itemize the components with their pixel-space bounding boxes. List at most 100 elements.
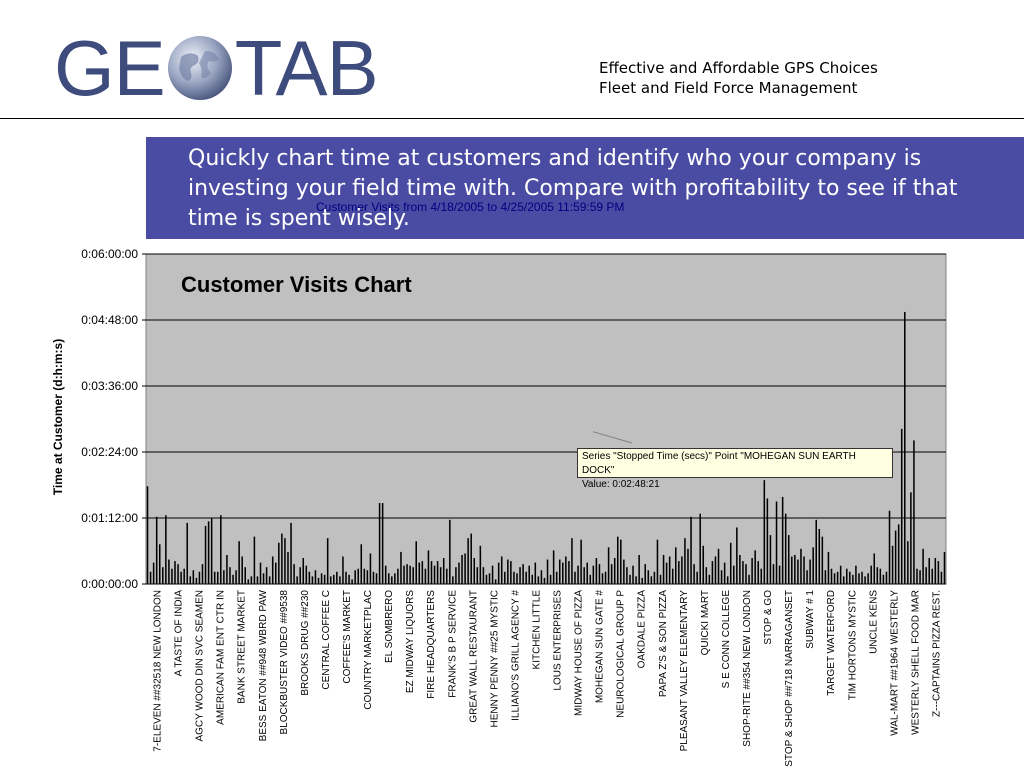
bar xyxy=(681,556,683,584)
bar xyxy=(232,574,234,584)
bar xyxy=(665,562,668,584)
bar xyxy=(476,567,479,584)
logo-text-right: TAB xyxy=(234,24,379,112)
bar xyxy=(937,561,940,584)
bar xyxy=(742,561,744,584)
bar xyxy=(436,561,439,584)
bar xyxy=(558,559,561,584)
bar xyxy=(229,567,231,584)
bar xyxy=(284,538,286,584)
bar xyxy=(522,564,524,584)
x-tick-label: WAL-MART ##1964 WESTERLY xyxy=(889,590,900,736)
bar xyxy=(452,576,454,584)
bar xyxy=(400,551,402,584)
bar xyxy=(256,576,259,584)
y-tick-label: 0:06:00:00 xyxy=(81,247,138,261)
bar xyxy=(525,571,527,584)
bar xyxy=(165,515,167,584)
x-tick-label: OAKDALE PIZZA xyxy=(637,590,648,669)
bar xyxy=(333,574,335,584)
bar xyxy=(797,559,799,584)
x-tick-label: BLOCKBUSTER VIDEO ##9538 xyxy=(279,590,290,735)
bar xyxy=(540,570,543,584)
bar xyxy=(739,554,741,584)
bar xyxy=(626,567,628,584)
x-tick-label: PLEASANT VALLEY ELEMENTARY xyxy=(679,590,690,752)
bar xyxy=(372,571,375,584)
bar xyxy=(531,574,534,584)
bar xyxy=(775,501,778,584)
bar xyxy=(381,503,384,584)
bar xyxy=(326,538,329,584)
bar xyxy=(311,576,314,584)
bar xyxy=(470,533,472,584)
bar xyxy=(751,558,753,584)
x-tick-label: WESTERLY SHELL FOOD MAR xyxy=(910,590,921,735)
bar xyxy=(812,547,814,584)
bar xyxy=(442,558,445,584)
bar xyxy=(180,571,182,584)
bar xyxy=(223,570,225,584)
bar xyxy=(867,573,869,584)
bar xyxy=(913,440,915,584)
plot-background xyxy=(145,253,947,585)
bar xyxy=(678,561,680,584)
bar xyxy=(824,570,827,584)
bar xyxy=(189,576,192,584)
bar xyxy=(369,553,372,584)
bar xyxy=(253,536,256,584)
bar xyxy=(247,579,250,584)
bar xyxy=(791,556,793,584)
bar xyxy=(745,564,747,584)
bar xyxy=(406,564,408,584)
chart-title: Customer Visits from 4/18/2005 to 4/25/2… xyxy=(316,200,625,214)
tagline: Effective and Affordable GPS Choices Fle… xyxy=(599,58,878,98)
bar xyxy=(882,574,885,584)
bar xyxy=(888,510,891,584)
bar xyxy=(641,577,643,584)
bar xyxy=(226,554,228,584)
bar xyxy=(907,541,909,584)
bar xyxy=(858,573,860,584)
x-tick-label: UNCLE KENS xyxy=(868,590,879,654)
bar xyxy=(519,567,521,584)
data-point-tooltip: Series "Stopped Time (secs)" Point "MOHE… xyxy=(577,448,893,490)
bar xyxy=(513,571,515,584)
x-tick-label: AGCY WOOD DIN SVC SEAMEN xyxy=(195,590,206,742)
bar xyxy=(238,541,240,584)
bar xyxy=(632,565,634,584)
bar xyxy=(391,576,393,584)
bar xyxy=(348,574,350,584)
bar xyxy=(733,565,735,584)
x-tick-label: COUNTRY MARKETPLAC xyxy=(363,590,374,710)
y-tick-label: 0:04:48:00 xyxy=(81,313,138,327)
bar xyxy=(647,570,650,584)
bar xyxy=(855,565,857,584)
bar xyxy=(302,558,305,584)
bar xyxy=(210,518,213,584)
x-tick-label: SHOP-RITE ##354 NEW LONDON xyxy=(742,590,753,747)
bar xyxy=(794,554,796,584)
bar xyxy=(687,548,689,584)
y-tick-label: 0:02:24:00 xyxy=(81,445,138,459)
bar xyxy=(586,562,588,584)
bar xyxy=(870,565,872,584)
y-tick-label: 0:00:00:00 xyxy=(81,577,138,591)
bar xyxy=(494,579,497,584)
bar xyxy=(693,564,695,584)
x-tick-label: PAPA Z'S & SON PIZZA xyxy=(658,590,669,697)
bar xyxy=(781,496,784,584)
bar xyxy=(919,570,921,584)
bar xyxy=(684,538,686,584)
bar xyxy=(842,576,845,584)
bar xyxy=(616,536,619,584)
x-tick-label: COFFEE'S MARKET xyxy=(342,590,353,684)
bar xyxy=(259,562,262,584)
bar xyxy=(784,513,787,584)
header-divider xyxy=(0,118,1024,119)
bar xyxy=(940,571,943,584)
x-tick-label: A TASTE OF INDIA xyxy=(174,590,185,677)
bar xyxy=(339,576,341,584)
bar xyxy=(690,516,692,584)
bar xyxy=(320,573,323,584)
